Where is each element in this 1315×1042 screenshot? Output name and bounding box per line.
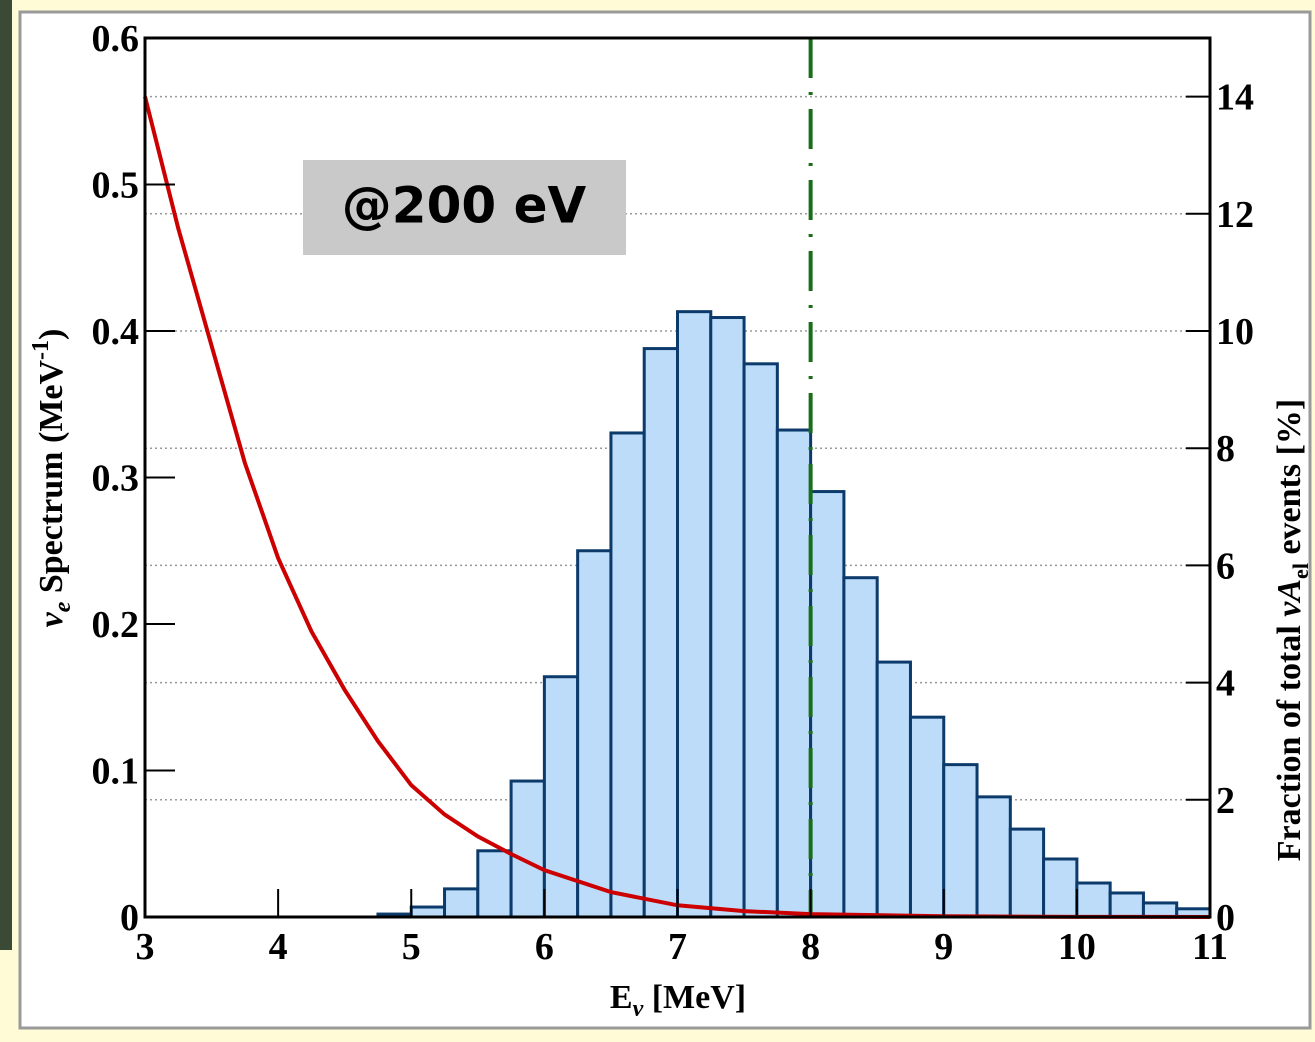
- grid: 0 2 4 6 8 10 12 14: [145, 77, 1254, 939]
- histogram: [376, 310, 1212, 919]
- y2-tick-label: 8: [1216, 428, 1235, 470]
- y2-label-sub: el: [1288, 563, 1313, 579]
- y2-tick-label: 0: [1216, 897, 1235, 939]
- hist-bar: [942, 763, 979, 919]
- y2-tick-label: 6: [1216, 545, 1235, 587]
- x-tick-label: 8: [801, 926, 820, 968]
- y2-axis-label: Fraction of total νAel events [%]: [1271, 399, 1313, 862]
- x-tick-label: 3: [136, 926, 155, 968]
- x-tick-label: 9: [934, 926, 953, 968]
- y-tick-label: 0.3: [92, 458, 140, 500]
- annotation-box: [303, 160, 626, 255]
- hist-bar: [975, 795, 1012, 919]
- hist-bar: [443, 887, 480, 919]
- x-label-part: E: [610, 979, 633, 1016]
- hist-bar: [1108, 891, 1145, 919]
- y-tick-label: 0.6: [92, 18, 140, 60]
- y2-label-part: events [%]: [1271, 399, 1308, 563]
- edge-photo: [0, 0, 12, 950]
- x-axis-label: Eν [MeV]: [610, 979, 746, 1022]
- y2-tick-label: 2: [1216, 780, 1235, 822]
- y-tick-label: 0.2: [92, 604, 140, 646]
- hist-bar: [1141, 901, 1179, 919]
- marks: 0 0.1 0.2 0.3 0.4 0.5 0.6 3 4 5 6 7 8 9 10 11: [92, 18, 1228, 968]
- x-tick-label: 4: [269, 926, 288, 968]
- y2-tick-label: 12: [1216, 194, 1254, 236]
- y2-label-part: Fraction of total: [1271, 617, 1308, 862]
- x-tick-label: 11: [1192, 926, 1228, 968]
- x-tick-label: 5: [402, 926, 421, 968]
- y2-label-part: νA: [1271, 579, 1308, 617]
- x-label-part: [MeV]: [643, 979, 746, 1016]
- y-label-sub: e: [50, 601, 76, 612]
- spectrum-curve: [143, 96, 1211, 919]
- hist-bar: [609, 431, 646, 919]
- y2-tick-label: 14: [1216, 77, 1254, 119]
- x-tick-label: 7: [668, 926, 687, 968]
- y2-tick-label: 10: [1216, 311, 1254, 353]
- hist-bar: [875, 660, 912, 919]
- hist-bar: [742, 362, 779, 919]
- annotation: @200 eV: [342, 177, 587, 235]
- hist-bar: [908, 715, 946, 919]
- y2-tick-label: 4: [1216, 663, 1235, 705]
- hist-bar: [509, 779, 546, 919]
- y-tick-label: 0.1: [92, 751, 140, 793]
- hist-bar: [676, 310, 713, 919]
- hist-bar: [775, 428, 813, 919]
- hist-bar: [1042, 857, 1079, 919]
- hist-bar: [1075, 881, 1112, 919]
- hist-bar: [809, 490, 846, 919]
- hist-bar: [642, 347, 679, 919]
- x-tick-label: 10: [1058, 926, 1096, 968]
- x-tick-label: 6: [535, 926, 554, 968]
- y-tick-label: 0.5: [92, 165, 140, 207]
- hist-bar: [476, 849, 513, 919]
- y-label-part: Spectrum (MeV: [33, 359, 70, 601]
- y-label-part: ): [33, 329, 70, 340]
- y-label-part: ν: [33, 611, 70, 627]
- hist-bar: [709, 316, 746, 919]
- y-label-sup: -1: [28, 340, 54, 360]
- y-tick-label: 0.4: [92, 311, 140, 353]
- y-tick-label: 0: [120, 897, 139, 939]
- y-axis-label: νe Spectrum (MeV-1): [28, 329, 76, 628]
- hist-bar: [1008, 827, 1046, 919]
- hist-bar: [576, 549, 613, 919]
- x-label-sub: ν: [633, 996, 644, 1022]
- hist-bar: [842, 576, 879, 919]
